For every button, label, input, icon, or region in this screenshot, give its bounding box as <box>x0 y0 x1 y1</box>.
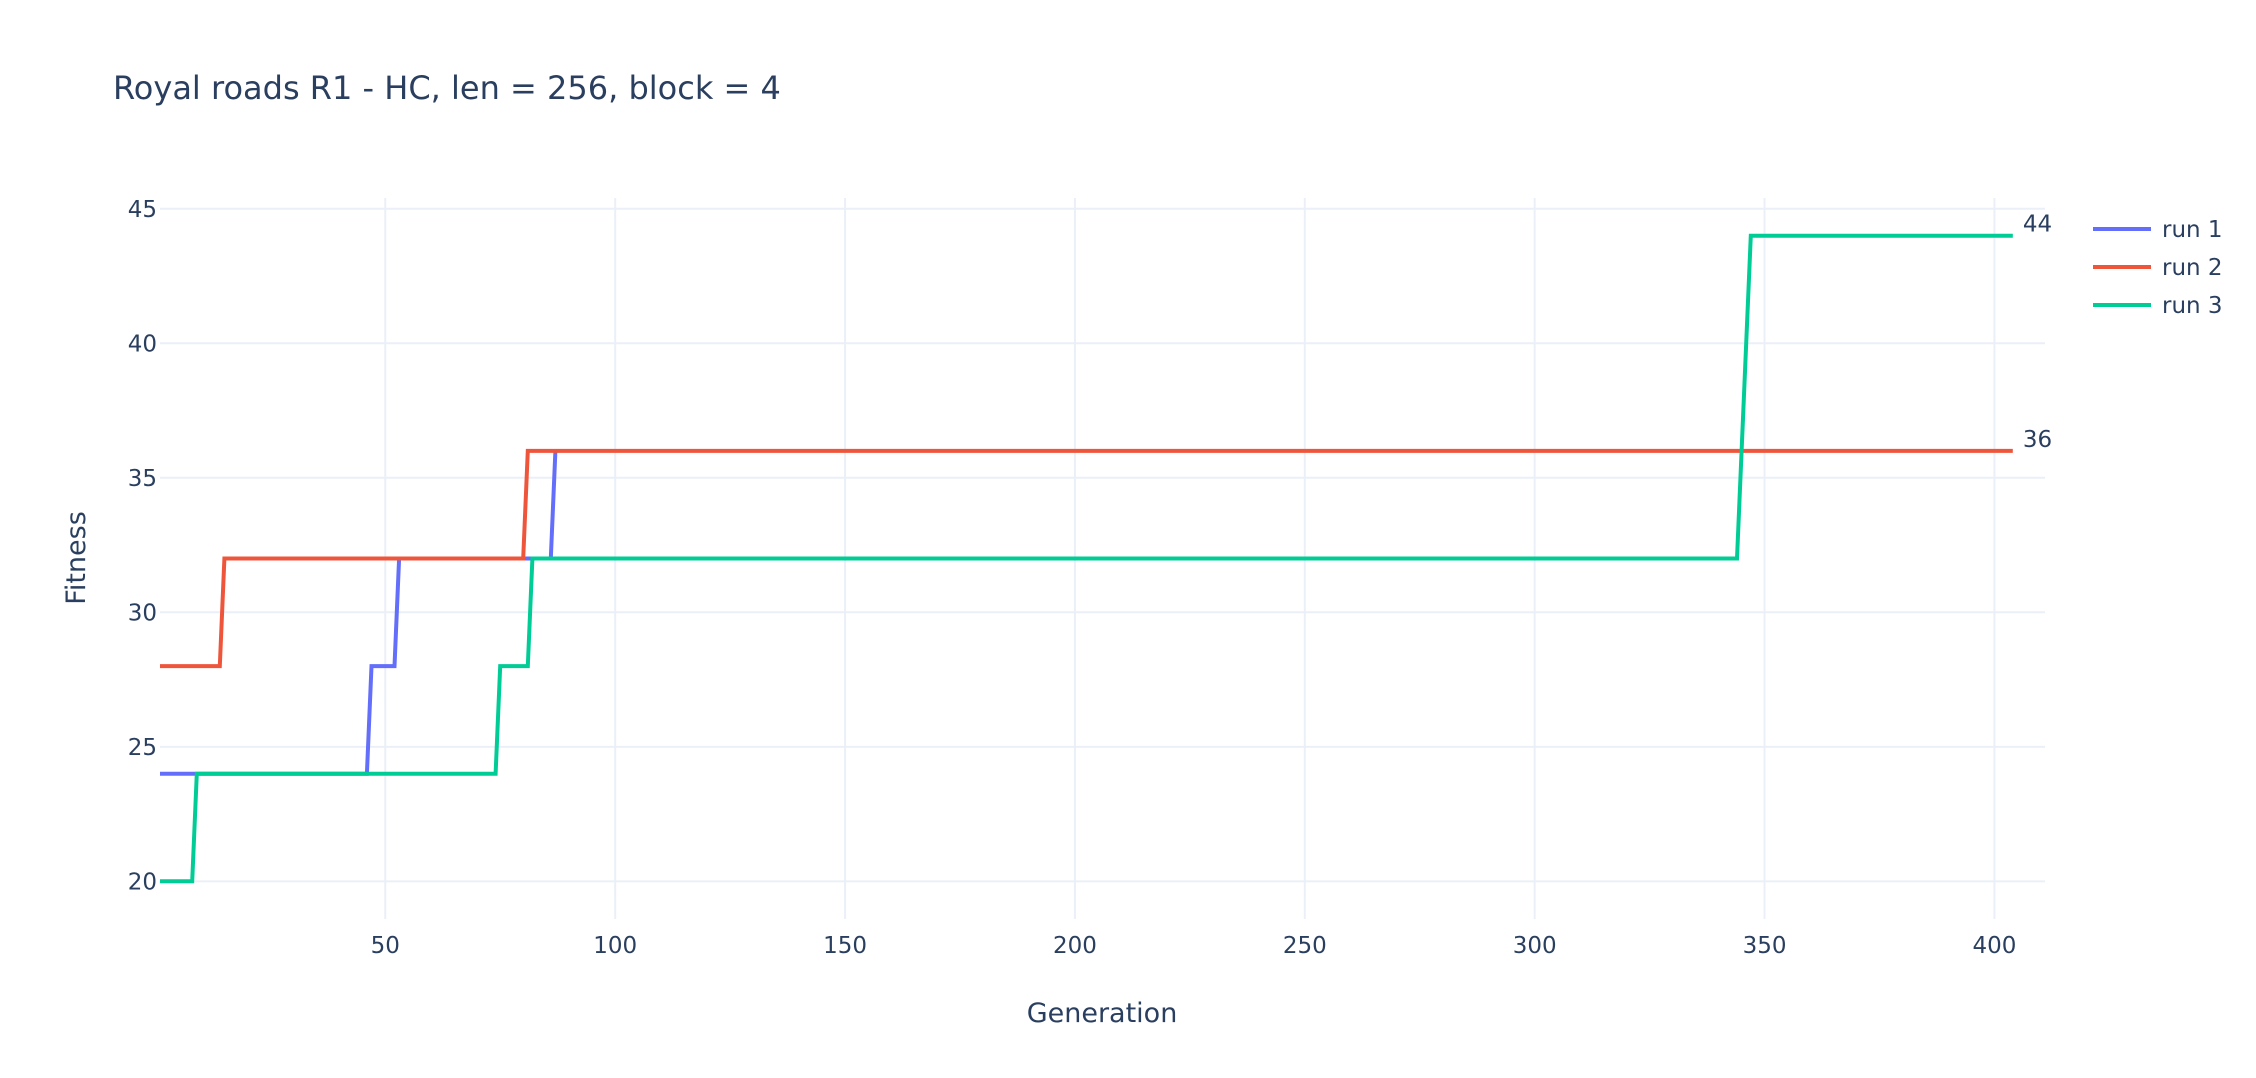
legend-item-3[interactable]: run 3 <box>2093 293 2223 319</box>
y-axis-title: Fitness <box>61 511 92 605</box>
y-gridlines <box>160 207 2045 883</box>
x-tick-label: 300 <box>1513 933 1557 959</box>
x-tick-label: 50 <box>371 933 400 959</box>
series-end-label-3: 44 <box>2023 212 2052 238</box>
x-tick-label: 400 <box>1972 933 2016 959</box>
legend-label: run 1 <box>2162 217 2223 243</box>
y-tick-label: 30 <box>128 600 157 626</box>
y-tick-label: 25 <box>128 735 157 761</box>
y-tick-label: 40 <box>128 331 157 357</box>
series-layer: 36 44 <box>160 212 2052 884</box>
x-tick-label: 200 <box>1053 933 1097 959</box>
x-tick-label: 350 <box>1743 933 1787 959</box>
x-axis-ticks: 50 100 150 200 250 300 350 400 <box>371 933 2017 959</box>
x-tick-label: 150 <box>823 933 867 959</box>
y-axis-ticks: 20 25 30 35 40 45 <box>128 197 157 896</box>
y-tick-label: 20 <box>128 869 157 895</box>
legend-item-1[interactable]: run 1 <box>2093 217 2223 243</box>
x-tick-label: 250 <box>1283 933 1327 959</box>
legend-label: run 2 <box>2162 255 2223 281</box>
legend-label: run 3 <box>2162 293 2223 319</box>
series-end-label-2: 36 <box>2023 427 2052 453</box>
y-tick-label: 45 <box>128 197 157 223</box>
x-axis-title: Generation <box>1027 998 1178 1029</box>
y-tick-label: 35 <box>128 466 157 492</box>
series-line-3 <box>160 233 2013 884</box>
series-line-2 <box>160 448 2013 669</box>
legend[interactable]: run 1 run 2 run 3 <box>2093 217 2223 319</box>
chart-title: Royal roads R1 - HC, len = 256, block = … <box>113 69 781 107</box>
legend-item-2[interactable]: run 2 <box>2093 255 2223 281</box>
x-tick-label: 100 <box>593 933 637 959</box>
